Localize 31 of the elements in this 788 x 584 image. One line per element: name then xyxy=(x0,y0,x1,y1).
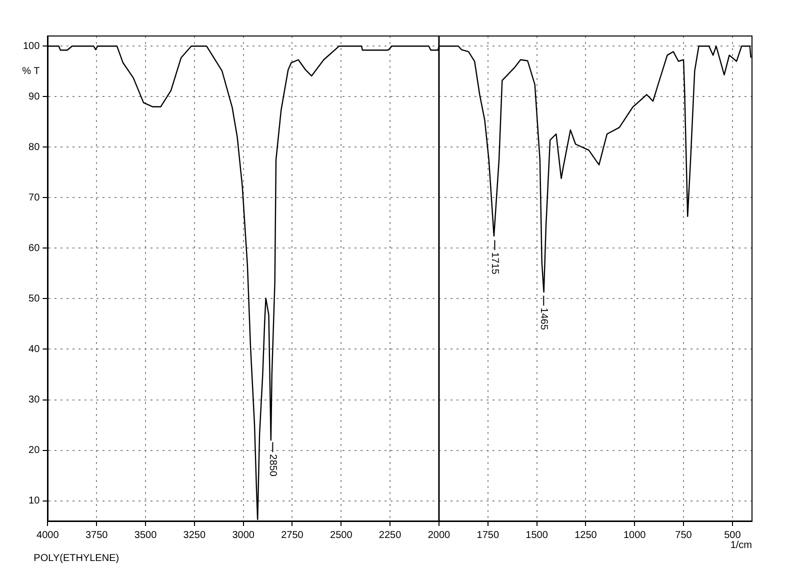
x-tick-label: 3750 xyxy=(85,530,108,541)
x-tick-label: 4000 xyxy=(36,530,60,541)
annotation: 1465 xyxy=(538,308,549,330)
y-tick-label: 40 xyxy=(28,344,40,355)
x-tick-label: 1250 xyxy=(574,530,598,541)
y-tick-label: 70 xyxy=(28,192,40,204)
annotation: 1715 xyxy=(488,252,500,275)
y-tick-label: 80 xyxy=(28,142,40,153)
y-tick-label: 10 xyxy=(28,496,40,507)
x-axis-title: 1/cm xyxy=(730,540,752,551)
x-tick-label: 3000 xyxy=(232,530,255,541)
x-tick-label: 1750 xyxy=(476,530,500,541)
x-tick-label: 2000 xyxy=(428,530,451,541)
annotation: 2850 xyxy=(266,454,278,477)
y-tick-label: 30 xyxy=(28,394,40,406)
y-tick-label: 20 xyxy=(28,445,40,456)
x-tick-label: 500 xyxy=(724,530,742,541)
text: POLY(ETHYLENE) xyxy=(34,552,120,564)
x-tick-label: 750 xyxy=(675,530,692,541)
x-tick-label: 1500 xyxy=(526,530,548,541)
x-tick-label: 3250 xyxy=(183,530,206,541)
y-tick-label: 90 xyxy=(28,91,40,102)
y-tick-label: 50 xyxy=(28,293,40,304)
y-tick-label: 100 xyxy=(22,40,40,52)
x-tick-label: 1000 xyxy=(623,530,646,541)
y-axis-title: % T xyxy=(22,66,40,78)
x-tick-label: 3500 xyxy=(134,530,158,541)
x-tick-label: 2750 xyxy=(281,530,304,541)
x-tick-label: 2500 xyxy=(330,530,353,541)
y-tick-label: 60 xyxy=(28,242,40,254)
x-tick-label: 2250 xyxy=(378,530,402,541)
